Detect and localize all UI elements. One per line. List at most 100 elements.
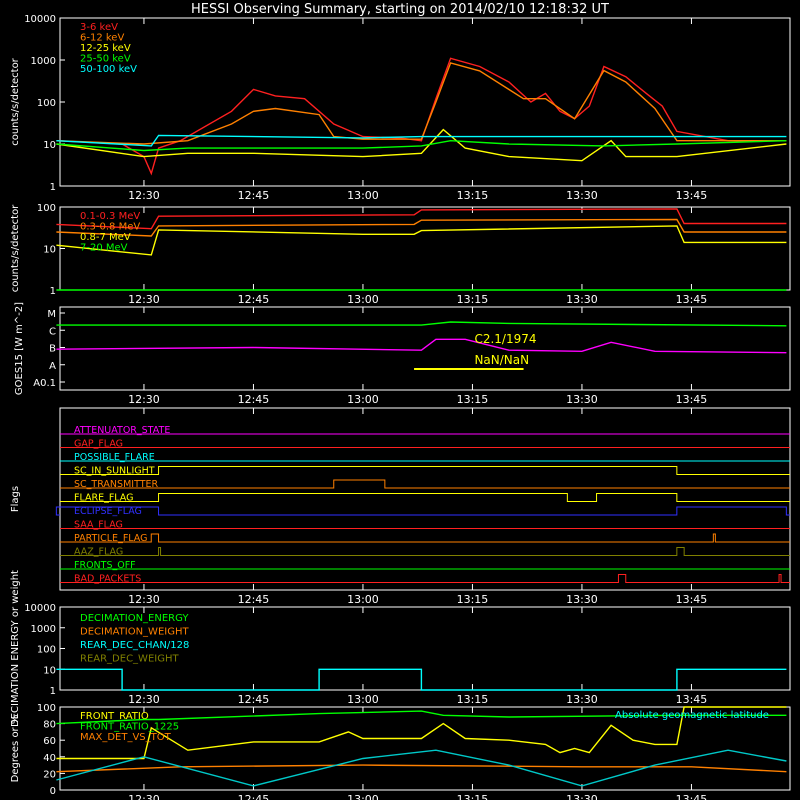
y-tick-label: 1000 [31,624,56,635]
series-line [56,749,787,787]
y-axis-label: GOES15 [W m^-2] [14,302,25,395]
series-line [56,321,787,327]
flag-label: ECLIPSE_FLAG [74,506,142,517]
y-tick-label: C [49,326,56,337]
y-tick-label: 1 [50,686,56,697]
y-axis-label: DECIMATION ENERGY or weight [10,570,21,727]
panel-goes: 12:30 12:45 13:00 13:15 13:30 13:45 GOES15 [W … [14,302,791,406]
flag-line-bad-packets [60,574,790,583]
flag-line-sc-transmitter [60,479,790,489]
flag-line-aaz-flag [60,547,790,556]
y-tick-label: 100 [37,203,56,214]
flag-label: AAZ_FLAG [74,547,123,558]
y-tick-label: 10000 [24,603,56,614]
series-line [56,338,787,354]
series-line [56,225,787,256]
legend-entry: 3-6 keV [80,22,118,33]
legend-entry: FRONT_RATIO [80,711,149,722]
x-tick-label: 13:15 [457,693,489,706]
y-tick-label: 1 [50,286,56,297]
y-tick-label: 60 [43,736,56,747]
y-axis-label: Degrees or % [10,715,21,783]
x-tick-label: 13:15 [457,793,489,800]
x-tick-label: 12:45 [238,693,270,706]
legend-entry: 12-25 keV [80,43,131,54]
legend-entry: DECIMATION_ENERGY [80,613,189,624]
x-tick-label: 12:45 [238,793,270,800]
flag-label: FRONTS_OFF [74,560,136,571]
x-tick-label: 12:45 [238,293,270,306]
legend-entry: REAR_DEC_CHAN/128 [80,640,189,651]
flag-label: POSSIBLE_FLARE [74,452,155,463]
panel-ratios: 12:30 12:45 13:00 13:15 13:30 13:45 Degrees or… [10,703,791,800]
legend-entry: FRONT_RATIO_1225 [80,722,179,733]
x-tick-label: 13:30 [566,293,598,306]
flare-ratio-label: NaN/NaN [474,353,529,367]
x-tick-label: 13:15 [457,189,489,202]
x-tick-label: 12:30 [128,393,160,406]
legend-entry: 0.3-0.8 MeV [80,222,140,233]
flag-label: ATTENUATOR_STATE [74,425,170,436]
flag-line-flare-flag [60,493,790,502]
x-tick-label: 13:00 [347,189,379,202]
panel-flags: 12:30 12:45 13:00 13:15 13:30 13:45 Flags ATTEN… [10,407,791,606]
x-tick-label: 13:30 [566,593,598,606]
x-tick-label: 13:30 [566,693,598,706]
y-tick-label: M [47,309,56,320]
x-tick-label: 12:30 [128,593,160,606]
y-tick-label: A [49,361,56,372]
flag-label: GAP_FLAG [74,439,123,450]
y-tick-label: 40 [43,753,56,764]
series-line [56,128,787,162]
x-tick-label: 13:30 [566,393,598,406]
geomagnetic-latitude-label: Absolute geomagnetic latitude [615,710,769,721]
x-tick-label: 13:30 [566,189,598,202]
y-tick-label: 100 [37,98,56,109]
y-tick-label: 10 [43,245,56,256]
x-tick-label: 12:30 [128,189,160,202]
y-tick-label: 1 [50,182,56,193]
flag-line-eclipse-flag [55,506,790,516]
legend-entry: 25-50 keV [80,54,131,65]
x-tick-label: 13:45 [676,393,708,406]
flag-label: FLARE_FLAG [74,493,134,504]
series-line [56,62,787,145]
x-tick-label: 13:15 [457,393,489,406]
flag-label: SC_TRANSMITTER [74,479,159,490]
y-tick-label: 100 [37,645,56,656]
y-tick-label: 100 [37,703,56,714]
x-tick-label: 13:45 [676,793,708,800]
legend-entry: DECIMATION_WEIGHT [80,627,189,638]
series-line [56,139,787,152]
legend-entry: 50-100 keV [80,64,137,75]
series-line [56,764,787,773]
x-tick-label: 13:00 [347,593,379,606]
series-line [56,208,787,230]
x-tick-label: 13:45 [676,593,708,606]
x-tick-label: 12:30 [128,793,160,800]
flag-label: SC_IN_SUNLIGHT [74,466,155,477]
y-tick-label: 10000 [24,14,56,25]
y-tick-label: 10 [43,665,56,676]
flag-line-sc-in-sunlight [60,466,790,475]
y-tick-label: 80 [43,720,56,731]
legend-entry: 0.8-7 MeV [80,232,131,243]
panel-count_rates: 12:30 12:45 13:00 13:15 13:30 13:45 counts/s/d… [10,14,791,202]
flag-line-particle-flag [60,533,790,543]
x-tick-label: 13:15 [457,293,489,306]
x-tick-label: 12:30 [128,293,160,306]
x-tick-label: 13:45 [676,293,708,306]
plot-title: HESSI Observing Summary, starting on 201… [191,2,609,17]
flag-label: SAA_FLAG [74,520,123,531]
y-tick-label: B [49,344,56,355]
panel-frame [59,407,791,591]
legend-entry: REAR_DEC_WEIGHT [80,654,179,665]
x-tick-label: 13:30 [566,793,598,800]
x-tick-label: 13:45 [676,693,708,706]
x-tick-label: 13:45 [676,189,708,202]
series-line [56,134,787,147]
x-tick-label: 13:00 [347,693,379,706]
series-line [56,668,787,691]
x-tick-label: 13:15 [457,593,489,606]
